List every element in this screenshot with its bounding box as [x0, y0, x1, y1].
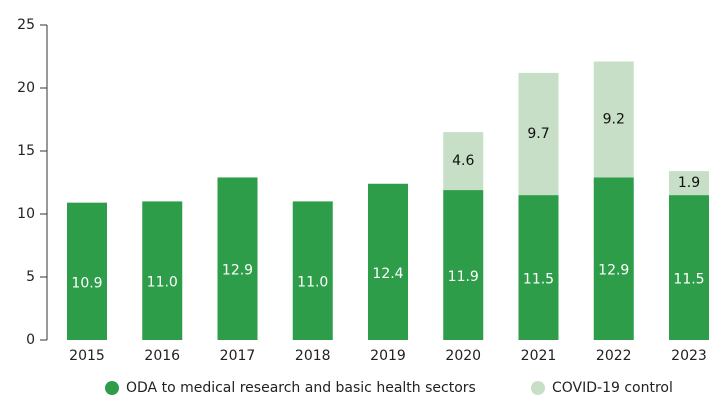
- legend-label: ODA to medical research and basic health…: [126, 380, 476, 396]
- data-label: 12.9: [222, 263, 253, 279]
- y-tick-label: 0: [26, 332, 35, 348]
- bar-segment: [593, 61, 634, 178]
- y-tick-label: 15: [17, 143, 35, 159]
- bar-segment: [518, 72, 559, 196]
- bar-segment: [217, 177, 258, 340]
- x-tick-label: 2017: [220, 348, 256, 364]
- y-tick-label: 5: [26, 269, 35, 285]
- bar-segment: [67, 202, 107, 340]
- data-label: 11.0: [297, 275, 328, 291]
- bar-segment: [669, 195, 709, 340]
- x-tick-label: 2019: [370, 348, 406, 364]
- data-label: 10.9: [71, 275, 102, 291]
- x-tick-label: 2020: [445, 348, 481, 364]
- x-tick-label: 2022: [596, 348, 632, 364]
- data-label: 11.5: [673, 272, 704, 288]
- data-label: 9.7: [527, 126, 549, 142]
- x-tick-label: 2023: [671, 348, 707, 364]
- data-label: 11.0: [147, 275, 178, 291]
- bar-segment: [292, 201, 333, 340]
- bar-segment: [443, 190, 484, 340]
- y-tick-label: 20: [17, 80, 35, 96]
- data-label: 12.9: [598, 263, 629, 279]
- legend-label: COVID-19 control: [552, 380, 673, 396]
- bar-segment: [669, 171, 709, 196]
- data-label: 12.4: [372, 266, 403, 282]
- data-label: 11.9: [448, 269, 479, 285]
- data-label: 1.9: [678, 175, 700, 191]
- x-tick-label: 2021: [521, 348, 557, 364]
- bar-segment: [443, 132, 484, 191]
- x-tick-label: 2016: [144, 348, 180, 364]
- bar-segment: [142, 201, 183, 340]
- legend-swatch: [105, 381, 119, 395]
- data-label: 4.6: [452, 153, 474, 169]
- x-tick-label: 2018: [295, 348, 331, 364]
- y-tick-label: 25: [17, 17, 35, 33]
- bar-segment: [593, 177, 634, 340]
- data-label: 9.2: [603, 112, 625, 128]
- y-tick-label: 10: [17, 206, 35, 222]
- bar-segment: [368, 183, 408, 340]
- x-tick-label: 2015: [69, 348, 105, 364]
- legend-swatch: [531, 381, 545, 395]
- bar-segment: [518, 195, 559, 340]
- data-label: 11.5: [523, 272, 554, 288]
